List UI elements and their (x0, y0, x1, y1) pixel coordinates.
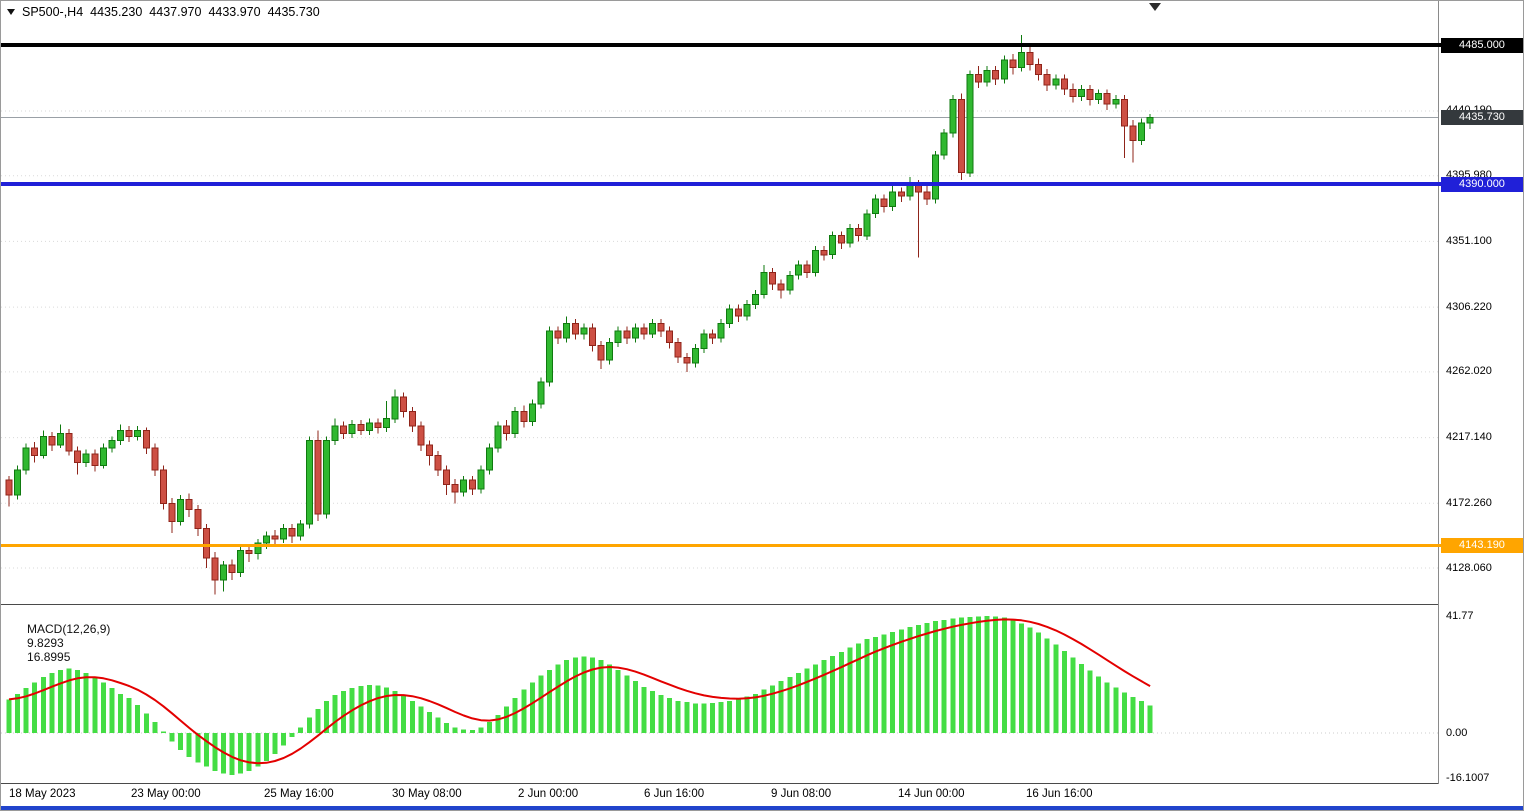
price-axis-label: 4440.190 (1446, 104, 1492, 117)
macd-pane[interactable]: MACD(12,26,9) 9.8293 16.8995 (1, 605, 1438, 784)
time-axis-label: 6 Jun 16:00 (644, 788, 705, 800)
price-axis[interactable]: 4440.190 4395.980 4351.100 4306.220 4262.020… (1438, 1, 1523, 784)
time-axis-label: 14 Jun 00:00 (898, 788, 965, 800)
price-axis-label: 4128.060 (1446, 561, 1492, 574)
time-axis-label: 30 May 08:00 (392, 788, 462, 800)
macd-title: MACD(12,26,9) (27, 622, 111, 636)
time-axis-label: 25 May 16:00 (264, 788, 334, 800)
down-triangle-icon (7, 9, 15, 15)
macd-histogram (6, 616, 1153, 775)
macd-axis-label: -16.1007 (1446, 771, 1490, 784)
gridlines (1, 110, 1438, 569)
macd-axis-label: 0.00 (1446, 726, 1468, 739)
price-axis-label: 4217.140 (1446, 431, 1492, 444)
ohlc-high: 4437.970 (149, 5, 202, 19)
price-axis-label: 4351.100 (1446, 234, 1492, 247)
price-axis-label: 4306.220 (1446, 300, 1492, 313)
time-axis[interactable]: 18 May 2023 23 May 00:00 25 May 16:00 30 Ma… (1, 784, 1523, 806)
macd-value: 9.8293 (27, 636, 64, 650)
candlestick-chart-svg[interactable] (1, 1, 1438, 605)
time-axis-label: 2 Jun 00:00 (518, 788, 579, 800)
ohlc-open: 4435.230 (90, 5, 143, 19)
price-axis-label: 4172.260 (1446, 496, 1492, 509)
time-axis-label: 23 May 00:00 (131, 788, 201, 800)
time-axis-label: 9 Jun 08:00 (771, 788, 832, 800)
macd-signal-value: 16.8995 (27, 650, 71, 664)
candles (5, 35, 1154, 595)
price-axis-label: 4395.980 (1446, 169, 1492, 182)
ohlc-low: 4433.970 (208, 5, 261, 19)
macd-axis-label: 41.77 (1446, 609, 1474, 622)
window-bottom-bar (1, 806, 1523, 810)
macd-signal-line (8, 618, 1151, 765)
price-pane[interactable]: SP500-,H4 4435.230 4437.970 4433.970 443… (1, 1, 1438, 605)
ohlc-close: 4435.730 (267, 5, 320, 19)
price-axis-label: 4262.020 (1446, 365, 1492, 378)
symbol-header: SP500-,H4 4435.230 4437.970 4433.970 443… (7, 5, 327, 19)
chart-shift-marker-icon[interactable] (1149, 3, 1161, 11)
time-axis-label: 16 Jun 16:00 (1026, 788, 1093, 800)
symbol-timeframe-label: SP500-,H4 (22, 5, 84, 19)
macd-chart-svg[interactable] (1, 605, 1438, 784)
macd-header: MACD(12,26,9) 9.8293 16.8995 (7, 608, 116, 678)
time-axis-label: 18 May 2023 (9, 788, 76, 800)
